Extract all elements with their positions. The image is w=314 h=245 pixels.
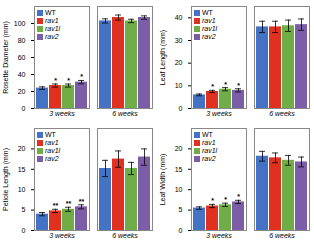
svg-text:6 weeks: 6 weeks bbox=[112, 232, 138, 239]
svg-text:20: 20 bbox=[175, 59, 183, 66]
svg-text:40: 40 bbox=[18, 71, 26, 78]
html-text:WT: WT bbox=[202, 131, 213, 138]
svg-text:*: * bbox=[237, 82, 240, 89]
svg-text:*: * bbox=[54, 77, 57, 84]
html-text:rav2: rav2 bbox=[45, 33, 59, 40]
html-text:rav2: rav2 bbox=[202, 33, 216, 40]
svg-text:3 weeks: 3 weeks bbox=[49, 110, 75, 117]
svg-text:*: * bbox=[224, 196, 227, 203]
svg-text:60: 60 bbox=[18, 54, 26, 61]
html-text:WT: WT bbox=[45, 131, 56, 138]
svg-text:**: ** bbox=[79, 198, 85, 205]
svg-text:*: * bbox=[80, 73, 83, 80]
svg-text:6 weeks: 6 weeks bbox=[269, 110, 295, 117]
svg-text:3 weeks: 3 weeks bbox=[206, 110, 232, 117]
svg-text:100: 100 bbox=[14, 20, 26, 27]
html-text:rav1l: rav1l bbox=[45, 25, 61, 32]
html-text:rav1: rav1 bbox=[45, 139, 59, 146]
svg-text:**: ** bbox=[66, 200, 72, 207]
html-text:rav1: rav1 bbox=[45, 17, 59, 24]
svg-text:80: 80 bbox=[18, 37, 26, 44]
svg-text:20: 20 bbox=[18, 145, 26, 152]
html-text:WT: WT bbox=[45, 9, 56, 16]
svg-text:5: 5 bbox=[22, 206, 26, 213]
html-text:rav1l: rav1l bbox=[202, 25, 218, 32]
html-text:WT: WT bbox=[202, 9, 213, 16]
svg-text:*: * bbox=[211, 197, 214, 204]
svg-text:20: 20 bbox=[175, 145, 183, 152]
html-text:rav1: rav1 bbox=[202, 17, 216, 24]
svg-text:0: 0 bbox=[179, 105, 183, 112]
svg-text:10: 10 bbox=[175, 82, 183, 89]
svg-text:Petiole Length (mm): Petiole Length (mm) bbox=[2, 148, 10, 211]
svg-text:40: 40 bbox=[175, 14, 183, 21]
html-text:rav1l: rav1l bbox=[45, 147, 61, 154]
svg-text:*: * bbox=[237, 193, 240, 200]
svg-text:0: 0 bbox=[179, 227, 183, 234]
svg-text:20: 20 bbox=[18, 88, 26, 95]
svg-text:0: 0 bbox=[22, 227, 26, 234]
svg-text:30: 30 bbox=[175, 37, 183, 44]
svg-text:3 weeks: 3 weeks bbox=[49, 232, 75, 239]
svg-text:*: * bbox=[67, 77, 70, 84]
html-text:rav2: rav2 bbox=[202, 155, 216, 162]
svg-text:Leaf Width (mm): Leaf Width (mm) bbox=[159, 154, 167, 206]
svg-text:*: * bbox=[224, 81, 227, 88]
svg-text:15: 15 bbox=[175, 166, 183, 173]
svg-text:**: ** bbox=[53, 202, 59, 209]
svg-text:10: 10 bbox=[175, 186, 183, 193]
html-text:rav2: rav2 bbox=[45, 155, 59, 162]
svg-text:3 weeks: 3 weeks bbox=[206, 232, 232, 239]
svg-text:15: 15 bbox=[18, 166, 26, 173]
svg-text:*: * bbox=[211, 83, 214, 90]
svg-text:0: 0 bbox=[22, 105, 26, 112]
svg-text:Rosette Diameter (mm): Rosette Diameter (mm) bbox=[2, 21, 10, 94]
svg-text:10: 10 bbox=[18, 186, 26, 193]
svg-text:5: 5 bbox=[179, 206, 183, 213]
html-text:rav1l: rav1l bbox=[202, 147, 218, 154]
svg-text:6 weeks: 6 weeks bbox=[269, 232, 295, 239]
svg-text:6 weeks: 6 weeks bbox=[112, 110, 138, 117]
svg-text:Leaf Length (mm): Leaf Length (mm) bbox=[159, 30, 167, 85]
html-text:rav1: rav1 bbox=[202, 139, 216, 146]
